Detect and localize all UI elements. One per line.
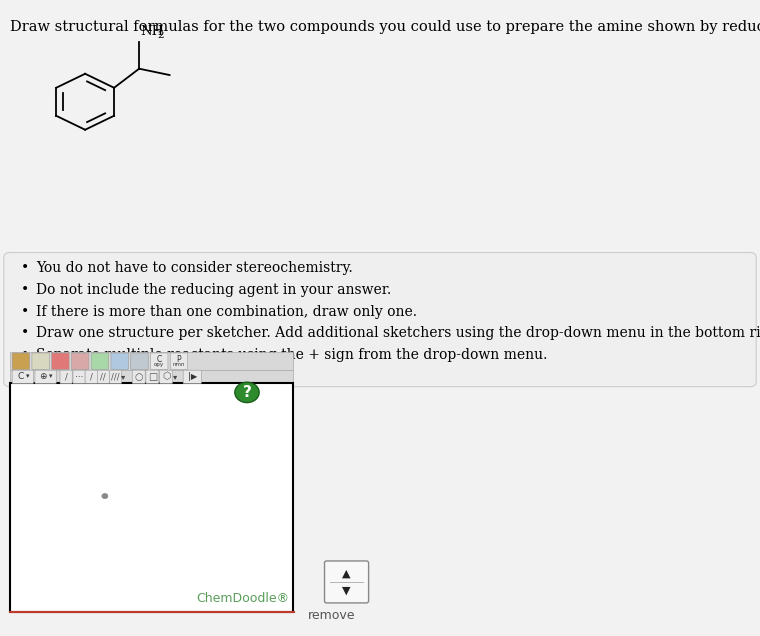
Text: Draw one structure per sketcher. Add additional sketchers using the drop-down me: Draw one structure per sketcher. Add add… xyxy=(36,326,760,340)
Text: P: P xyxy=(176,355,182,364)
Text: •: • xyxy=(21,283,30,297)
Text: ○: ○ xyxy=(135,371,143,382)
Text: opy: opy xyxy=(154,362,164,367)
FancyBboxPatch shape xyxy=(109,370,122,384)
Text: /: / xyxy=(65,372,68,381)
Text: C: C xyxy=(17,372,24,381)
Text: /: / xyxy=(90,372,93,381)
Text: ?: ? xyxy=(242,385,252,400)
FancyBboxPatch shape xyxy=(146,370,159,384)
FancyBboxPatch shape xyxy=(10,370,293,384)
Text: ▾: ▾ xyxy=(27,373,30,380)
FancyBboxPatch shape xyxy=(32,353,49,370)
Text: nmn: nmn xyxy=(173,362,185,367)
Text: □: □ xyxy=(147,371,157,382)
FancyBboxPatch shape xyxy=(160,370,173,384)
FancyBboxPatch shape xyxy=(85,370,97,384)
FancyBboxPatch shape xyxy=(150,353,168,370)
Text: ⬡: ⬡ xyxy=(162,371,170,382)
Text: •: • xyxy=(21,326,30,340)
Text: ▾: ▾ xyxy=(173,372,177,381)
FancyBboxPatch shape xyxy=(170,353,188,370)
FancyBboxPatch shape xyxy=(131,353,148,370)
Text: Do not include the reducing agent in your answer.: Do not include the reducing agent in you… xyxy=(36,283,391,297)
Text: |▶: |▶ xyxy=(188,372,197,381)
Bar xyxy=(10,383,293,612)
Text: ChemDoodle®: ChemDoodle® xyxy=(196,593,290,605)
Text: If there is more than one combination, draw only one.: If there is more than one combination, d… xyxy=(36,305,417,319)
Text: Separate multiple reactants using the + sign from the drop-down menu.: Separate multiple reactants using the + … xyxy=(36,348,548,362)
FancyBboxPatch shape xyxy=(12,370,33,384)
FancyBboxPatch shape xyxy=(97,370,109,384)
Text: ///: /// xyxy=(111,372,120,381)
Text: ▲: ▲ xyxy=(342,569,351,579)
Text: •: • xyxy=(21,261,30,275)
Text: NH: NH xyxy=(141,25,164,38)
FancyBboxPatch shape xyxy=(71,353,89,370)
Circle shape xyxy=(102,494,108,499)
FancyBboxPatch shape xyxy=(52,353,69,370)
FancyBboxPatch shape xyxy=(12,353,30,370)
FancyBboxPatch shape xyxy=(111,353,128,370)
FancyBboxPatch shape xyxy=(325,561,369,603)
FancyBboxPatch shape xyxy=(35,370,56,384)
FancyBboxPatch shape xyxy=(132,370,145,384)
Text: remove: remove xyxy=(309,609,356,622)
Text: ▾: ▾ xyxy=(121,372,125,381)
Text: •: • xyxy=(21,348,30,362)
FancyBboxPatch shape xyxy=(91,353,109,370)
FancyBboxPatch shape xyxy=(183,370,201,384)
FancyBboxPatch shape xyxy=(4,252,756,387)
Text: Draw structural formulas for the two compounds you could use to prepare the amin: Draw structural formulas for the two com… xyxy=(10,20,760,34)
Text: //: // xyxy=(100,372,106,381)
Text: C: C xyxy=(157,355,162,364)
Text: ⊕: ⊕ xyxy=(40,372,47,381)
Text: 2: 2 xyxy=(157,31,164,40)
Circle shape xyxy=(235,382,259,403)
Text: ▾: ▾ xyxy=(49,373,52,380)
Text: •: • xyxy=(21,305,30,319)
Text: ▼: ▼ xyxy=(342,586,351,596)
FancyBboxPatch shape xyxy=(73,370,85,384)
Text: You do not have to consider stereochemistry.: You do not have to consider stereochemis… xyxy=(36,261,353,275)
FancyBboxPatch shape xyxy=(10,352,293,370)
Text: ⋯: ⋯ xyxy=(74,372,84,381)
FancyBboxPatch shape xyxy=(60,370,72,384)
